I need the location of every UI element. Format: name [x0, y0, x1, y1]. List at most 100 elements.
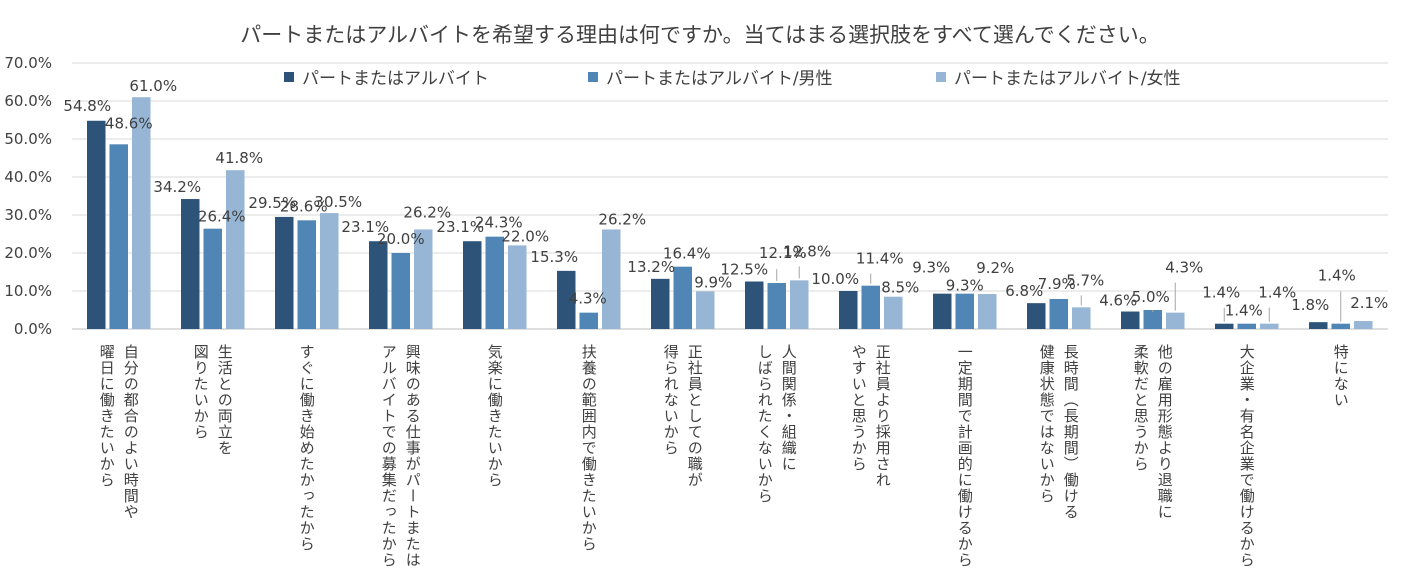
data-label: 2.1%: [1350, 294, 1388, 312]
data-label: 1.4%: [1258, 284, 1296, 302]
category-label: 興味のある仕事がパートまたは: [404, 344, 422, 568]
data-label: 11.4%: [856, 250, 904, 268]
category-label: 一定期間で計画的に働けるから: [956, 344, 974, 568]
y-tick-label: 10.0%: [4, 282, 52, 300]
data-label: 20.0%: [377, 230, 425, 248]
category-label: アルバイトでの募集だったから: [380, 344, 398, 568]
data-label: 30.5%: [314, 193, 362, 211]
data-label: 48.6%: [105, 114, 153, 132]
bar: [839, 291, 858, 329]
bar: [790, 280, 809, 329]
bar: [1027, 303, 1046, 329]
bar: [1166, 312, 1185, 329]
data-label: 1.4%: [1202, 284, 1240, 302]
bar: [203, 228, 222, 329]
category-label: 生活との両立を: [216, 344, 234, 456]
bar: [485, 236, 504, 329]
bar: [1237, 323, 1256, 329]
bar: [579, 312, 598, 329]
data-label: 9.3%: [946, 277, 984, 295]
bar: [1331, 323, 1350, 329]
category-label: 長時間（長期間）働ける: [1062, 344, 1080, 520]
data-label: 26.2%: [598, 210, 646, 228]
data-label: 1.4%: [1318, 267, 1356, 285]
legend-label: パートまたはアルバイト/男性: [606, 69, 833, 89]
data-label: 4.6%: [1099, 292, 1137, 310]
bar: [109, 144, 128, 329]
data-label: 15.3%: [530, 248, 578, 266]
bar: [320, 213, 339, 329]
bar: [226, 170, 245, 329]
bar: [275, 216, 294, 329]
data-label: 9.9%: [694, 273, 732, 291]
bar: [602, 229, 621, 329]
bar: [414, 229, 433, 329]
bar: [745, 281, 764, 329]
bar: [767, 283, 786, 329]
category-label: 人間関係・組織に: [780, 344, 798, 472]
data-label: 26.4%: [198, 208, 246, 226]
data-label: 23.1%: [436, 218, 484, 236]
data-label: 9.3%: [912, 259, 950, 277]
bar: [955, 293, 974, 329]
bar: [132, 97, 151, 329]
data-label: 22.0%: [501, 227, 549, 245]
category-label: 他の雇用形態より退職に: [1156, 344, 1174, 520]
bar: [1049, 298, 1068, 329]
data-label: 54.8%: [63, 97, 111, 115]
y-tick-label: 70.0%: [4, 54, 52, 72]
category-label: 得られないから: [662, 344, 680, 456]
category-label: 気楽に働きたいから: [486, 344, 504, 488]
bar: [651, 278, 670, 329]
bar: [557, 270, 576, 329]
chart-title: パートまたはアルバイトを希望する理由は何ですか。当てはまる選択肢をすべて選んでく…: [240, 23, 1160, 47]
bar: [1354, 321, 1373, 329]
category-label: 正社員としての職が: [686, 344, 704, 488]
data-label: 12.5%: [720, 261, 768, 279]
y-tick-label: 60.0%: [4, 92, 52, 110]
category-label: 曜日に働きたいから: [98, 344, 116, 488]
category-label: 大企業・有名企業で働けるから: [1238, 344, 1256, 568]
data-label: 8.5%: [881, 279, 919, 297]
data-label: 26.2%: [403, 203, 451, 221]
category-label: すぐに働き始めたかったから: [298, 344, 316, 552]
bar: [87, 120, 106, 329]
category-label: 健康状態ではないから: [1038, 344, 1056, 504]
data-label: 13.2%: [627, 258, 675, 276]
data-label: 6.8%: [1005, 282, 1043, 300]
data-label: 1.4%: [1225, 302, 1263, 320]
y-tick-label: 0.0%: [14, 320, 52, 338]
data-label: 12.8%: [783, 242, 831, 260]
bar: [1072, 307, 1091, 329]
bar: [1143, 310, 1162, 329]
category-label: 特にない: [1332, 344, 1350, 408]
legend-swatch: [936, 72, 946, 82]
category-label: 扶養の範囲内で働きたいから: [580, 344, 598, 552]
data-label: 61.0%: [129, 77, 177, 95]
bar: [696, 291, 715, 329]
data-label: 24.3%: [475, 214, 523, 232]
data-label: 4.3%: [1165, 259, 1203, 277]
category-label: しばられたくないから: [756, 344, 774, 504]
category-label: 自分の都合のよい時間や: [122, 344, 140, 520]
data-label: 1.8%: [1291, 296, 1329, 314]
data-label: 5.7%: [1066, 271, 1104, 289]
data-label: 5.0%: [1132, 288, 1170, 306]
category-label: 正社員より採用され: [874, 344, 892, 488]
bar: [181, 199, 200, 329]
bar: [978, 294, 997, 329]
bar: [861, 285, 880, 329]
data-label: 7.9%: [1038, 275, 1076, 293]
bar: [1121, 311, 1140, 329]
data-label: 9.2%: [976, 259, 1014, 277]
bar: [1215, 323, 1234, 329]
bar: [1309, 322, 1328, 329]
y-tick-label: 50.0%: [4, 130, 52, 148]
data-label: 4.3%: [569, 290, 607, 308]
data-label: 12.1%: [759, 244, 807, 262]
data-label: 16.4%: [663, 245, 711, 263]
category-label: 柔軟だと思うから: [1132, 344, 1150, 472]
bar: [933, 293, 952, 329]
bar: [1260, 323, 1279, 329]
